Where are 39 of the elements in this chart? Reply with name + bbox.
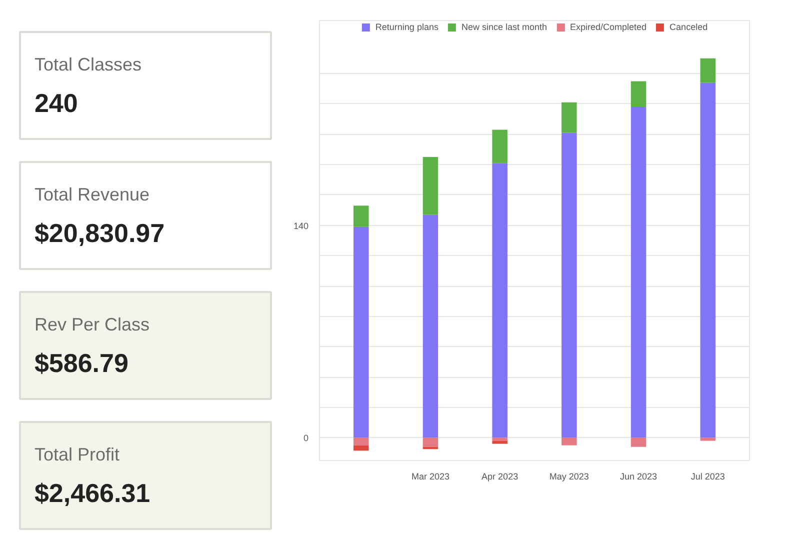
- legend-label: New since last month: [461, 22, 548, 32]
- bar: [422, 157, 438, 215]
- bar: [492, 438, 508, 441]
- legend-label: Expired/Completed: [570, 22, 647, 32]
- bar: [353, 226, 369, 438]
- text: $2,466.31: [34, 478, 150, 508]
- bar: [562, 132, 577, 438]
- legend-label: Returning plans: [375, 22, 438, 32]
- bar: [492, 440, 508, 444]
- x-tick-label: Jul 2023: [690, 472, 725, 482]
- text: $586.79: [34, 348, 128, 378]
- legend-label: Canceled: [670, 22, 708, 32]
- bar: [353, 206, 369, 227]
- bar: [700, 82, 716, 438]
- text: Total Profit: [34, 444, 120, 464]
- bar: [422, 438, 438, 447]
- bar: [700, 58, 716, 83]
- y-tick-label: 140: [293, 220, 309, 231]
- bar: [353, 445, 369, 451]
- text: $20,830.97: [34, 218, 165, 248]
- x-tick-label: Apr 2023: [482, 472, 518, 482]
- bar: [630, 81, 646, 107]
- x-tick-label: Jun 2023: [620, 472, 658, 482]
- bar: [422, 214, 438, 438]
- bar: [492, 163, 508, 438]
- bar: [492, 130, 508, 164]
- text: Total Revenue: [34, 184, 150, 204]
- bar: [562, 438, 577, 446]
- bar: [562, 102, 577, 133]
- bar: [630, 438, 646, 447]
- y-tick-label: 0: [303, 433, 309, 444]
- bar: [630, 106, 646, 438]
- bar: [353, 438, 369, 446]
- bar: [700, 438, 716, 441]
- x-tick-label: May 2023: [549, 472, 589, 482]
- text: Rev Per Class: [34, 314, 150, 334]
- x-tick-label: Mar 2023: [411, 472, 450, 482]
- text: 240: [34, 88, 78, 118]
- text: Total Classes: [34, 54, 142, 74]
